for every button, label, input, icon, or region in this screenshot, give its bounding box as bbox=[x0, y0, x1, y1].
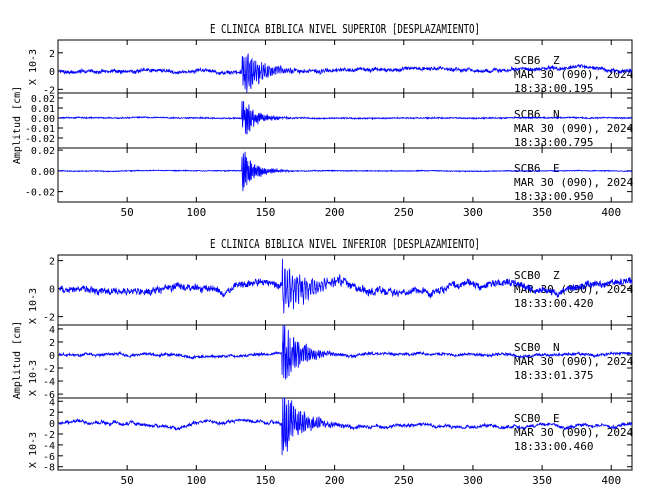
station-label: SCB0 bbox=[514, 341, 541, 354]
station-label: SCB6 bbox=[514, 108, 541, 121]
upper-ylabel: Amplitud [cm] bbox=[12, 86, 23, 164]
component-label: Z bbox=[553, 269, 560, 282]
x-tick-label: 200 bbox=[325, 474, 345, 487]
station-label: SCB0 bbox=[514, 269, 541, 282]
x-tick-label: 250 bbox=[394, 474, 414, 487]
station-label: SCB6 bbox=[514, 54, 541, 67]
y-tick-label: -0.02 bbox=[25, 188, 55, 199]
waveform-trace bbox=[59, 151, 633, 192]
date-label: MAR 30 (090), 2024 bbox=[514, 68, 634, 81]
time-label: 18:33:00.420 bbox=[514, 297, 593, 310]
time-label: 18:33:01.375 bbox=[514, 369, 593, 382]
component-label: N bbox=[553, 108, 560, 121]
x-tick-label: 100 bbox=[186, 474, 206, 487]
y-tick-label: 0 bbox=[49, 67, 55, 78]
lower-panel-e: X 10-3 SCB0 E MAR 30 (090), 2024 18:33:0… bbox=[28, 397, 634, 473]
lower-ylabel: Amplitud [cm] bbox=[12, 321, 23, 399]
scale-label: X 10-3 bbox=[28, 360, 39, 396]
y-tick-label: 2 bbox=[49, 338, 55, 349]
y-tick-label: 0 bbox=[49, 419, 55, 430]
y-tick-label: 0 bbox=[49, 285, 55, 296]
time-label: 18:33:00.950 bbox=[514, 190, 593, 203]
date-label: MAR 30 (090), 2024 bbox=[514, 176, 634, 189]
y-tick-label: 2 bbox=[49, 257, 55, 268]
y-tick-label: -2 bbox=[43, 313, 55, 324]
upper-x-axis: 50 100 150 200 250 300 350 400 bbox=[121, 206, 622, 219]
x-tick-label: 350 bbox=[532, 474, 552, 487]
time-label: 18:33:00.460 bbox=[514, 440, 593, 453]
date-label: MAR 30 (090), 2024 bbox=[514, 426, 634, 439]
lower-x-axis: 50 100 150 200 250 300 350 400 bbox=[121, 474, 622, 487]
x-tick-label: 150 bbox=[256, 206, 276, 219]
y-tick-label: 0.00 bbox=[31, 167, 55, 178]
y-tick-label: 2 bbox=[49, 408, 55, 419]
upper-panel-z: X 10-3 SCB6 Z MAR 30 (090), 2024 18:33:0… bbox=[28, 39, 634, 96]
y-tick-label: -6 bbox=[43, 452, 55, 463]
y-tick-label: -0.01 bbox=[25, 124, 55, 135]
y-tick-label: 4 bbox=[49, 325, 55, 336]
waveform-trace bbox=[59, 53, 633, 94]
time-label: 18:33:00.795 bbox=[514, 136, 593, 149]
component-label: E bbox=[553, 412, 560, 425]
component-label: Z bbox=[553, 54, 560, 67]
waveform-trace bbox=[59, 258, 633, 314]
y-tick-label: -2 bbox=[43, 85, 55, 96]
y-tick-label: -0.02 bbox=[25, 134, 55, 145]
station-label: SCB6 bbox=[514, 162, 541, 175]
waveform-trace bbox=[59, 324, 633, 380]
x-tick-label: 200 bbox=[325, 206, 345, 219]
y-tick-label: -2 bbox=[43, 430, 55, 441]
y-tick-label: 0.00 bbox=[31, 114, 55, 125]
lower-panel-z: X 10-3 SCB0 Z MAR 30 (090), 2024 18:33:0… bbox=[28, 254, 634, 326]
y-tick-label: 0.02 bbox=[31, 146, 55, 157]
upper-title: E CLINICA BIBLICA NIVEL SUPERIOR [DESPLA… bbox=[210, 22, 480, 36]
x-tick-label: 350 bbox=[532, 206, 552, 219]
x-tick-label: 50 bbox=[121, 474, 134, 487]
y-tick-label: -8 bbox=[43, 463, 55, 474]
date-label: MAR 30 (090), 2024 bbox=[514, 122, 634, 135]
waveform-trace bbox=[59, 100, 633, 135]
waveform-trace bbox=[59, 397, 633, 456]
upper-panel-e: SCB6 E MAR 30 (090), 2024 18:33:00.950 0… bbox=[25, 146, 634, 203]
y-tick-label: 4 bbox=[49, 397, 55, 408]
scale-label: X 10-3 bbox=[28, 432, 39, 468]
date-label: MAR 30 (090), 2024 bbox=[514, 355, 634, 368]
x-tick-label: 100 bbox=[186, 206, 206, 219]
component-label: N bbox=[553, 341, 560, 354]
y-tick-label: 0 bbox=[49, 351, 55, 362]
y-tick-label: 0.02 bbox=[31, 94, 55, 105]
scale-label: X 10-3 bbox=[28, 49, 39, 85]
y-tick-label: 0.01 bbox=[31, 104, 55, 115]
x-tick-label: 250 bbox=[394, 206, 414, 219]
panel-frame bbox=[57, 147, 633, 203]
upper-figure: E CLINICA BIBLICA NIVEL SUPERIOR [DESPLA… bbox=[12, 22, 634, 219]
x-tick-label: 300 bbox=[463, 206, 483, 219]
lower-figure: E CLINICA BIBLICA NIVEL INFERIOR [DESPLA… bbox=[12, 237, 634, 487]
scale-label: X 10-3 bbox=[28, 288, 39, 324]
y-tick-label: -2 bbox=[43, 364, 55, 375]
x-tick-label: 150 bbox=[256, 474, 276, 487]
upper-panel-n: SCB6 N MAR 30 (090), 2024 18:33:00.795 0… bbox=[25, 92, 634, 149]
y-tick-label: -6 bbox=[43, 390, 55, 401]
x-tick-label: 400 bbox=[601, 474, 621, 487]
x-tick-label: 300 bbox=[463, 474, 483, 487]
lower-title: E CLINICA BIBLICA NIVEL INFERIOR [DESPLA… bbox=[210, 237, 480, 251]
y-tick-label: 2 bbox=[49, 49, 55, 60]
y-tick-label: -4 bbox=[43, 441, 55, 452]
y-tick-label: -4 bbox=[43, 377, 55, 388]
station-label: SCB0 bbox=[514, 412, 541, 425]
lower-panel-n: X 10-3 SCB0 N MAR 30 (090), 2024 18:33:0… bbox=[28, 324, 634, 401]
component-label: E bbox=[553, 162, 560, 175]
time-label: 18:33:00.195 bbox=[514, 82, 593, 95]
x-tick-label: 400 bbox=[601, 206, 621, 219]
x-tick-label: 50 bbox=[121, 206, 134, 219]
